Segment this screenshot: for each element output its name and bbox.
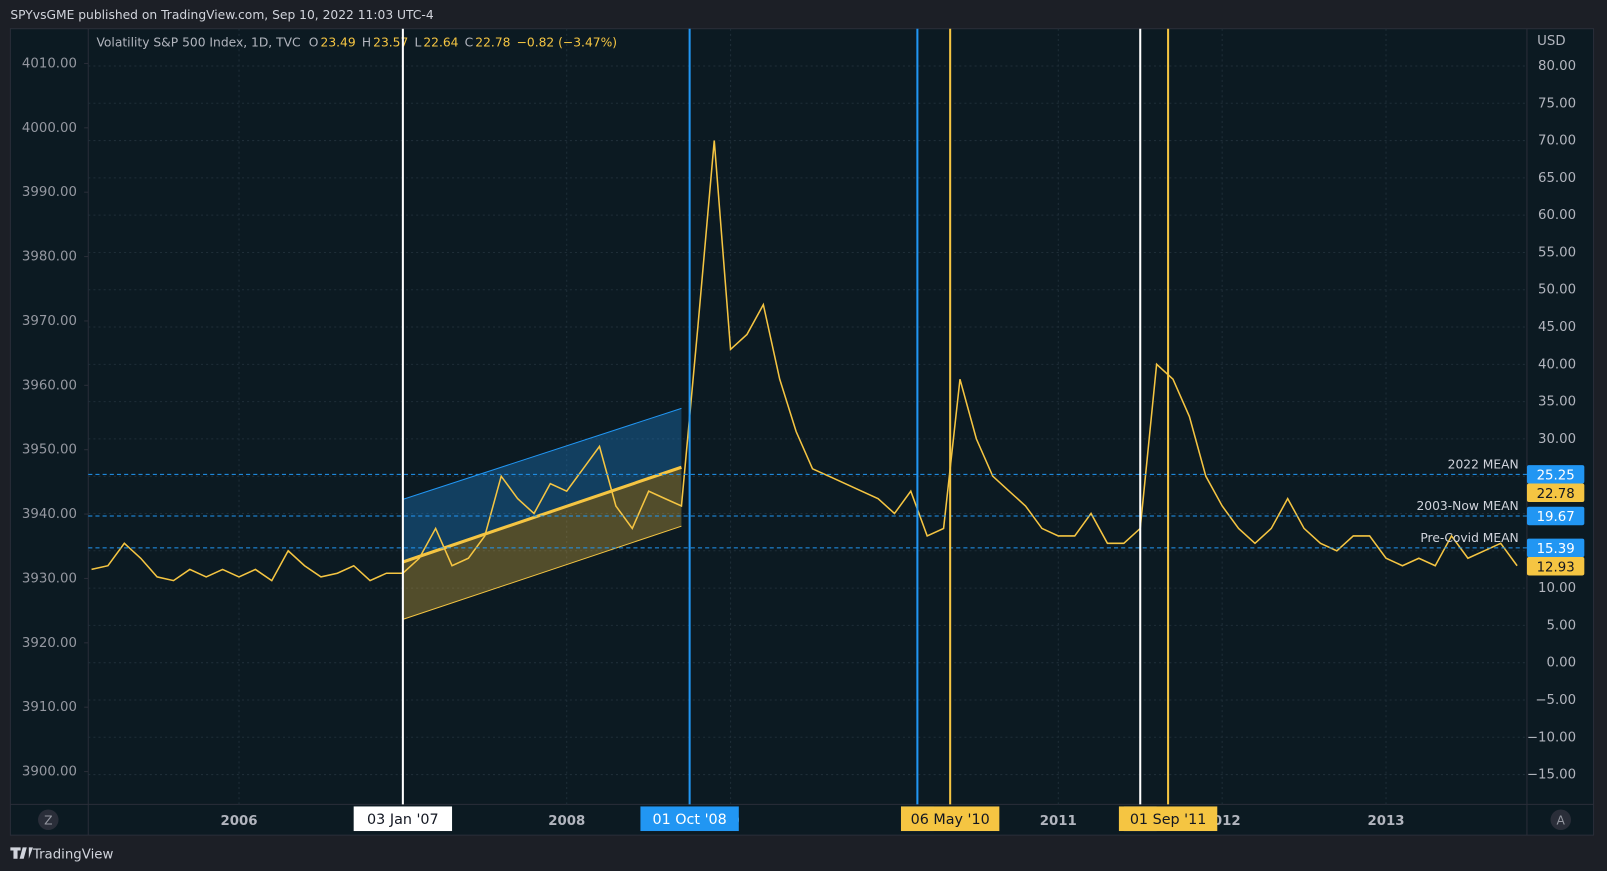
price-label-box bbox=[1526, 506, 1585, 526]
currency: USD bbox=[1537, 34, 1565, 49]
channel-upper-fill bbox=[402, 408, 682, 562]
change: −0.82 (−3.47%) bbox=[517, 36, 617, 50]
y2-tick-label: 3960.00 bbox=[22, 378, 77, 393]
y2-tick-label: 3930.00 bbox=[22, 571, 77, 586]
mean-label: Pre-Covid MEAN bbox=[1420, 531, 1518, 545]
y2-tick-label: 3920.00 bbox=[22, 636, 77, 651]
date-label-box bbox=[353, 806, 453, 832]
a-button-label[interactable]: A bbox=[1557, 813, 1566, 827]
price-label-box bbox=[1526, 483, 1585, 502]
y-tick-label: 70.00 bbox=[1538, 134, 1576, 149]
y2-tick-label: 4000.00 bbox=[22, 121, 77, 136]
y2-tick-label: 3940.00 bbox=[22, 507, 77, 522]
y-tick-label: 45.00 bbox=[1538, 320, 1576, 335]
mean-label: 2003-Now MEAN bbox=[1416, 499, 1518, 513]
y-tick-label: 10.00 bbox=[1538, 581, 1576, 596]
publisher: SPYvsGME published on TradingView.com, S… bbox=[10, 8, 433, 22]
z-button[interactable] bbox=[38, 809, 59, 831]
y2-tick-label: 3980.00 bbox=[22, 250, 77, 265]
x-tick-label: 2006 bbox=[220, 814, 257, 829]
date-label: 06 May '10 bbox=[911, 812, 990, 828]
price-label: 25.25 bbox=[1537, 468, 1575, 483]
y2-tick-label: 4010.00 bbox=[22, 56, 77, 71]
date-label: 01 Sep '11 bbox=[1130, 812, 1207, 828]
channel-upper bbox=[402, 407, 682, 500]
y-tick-label: 50.00 bbox=[1538, 283, 1576, 298]
y-tick-label: 80.00 bbox=[1538, 59, 1576, 74]
ohlc-label: L bbox=[414, 36, 421, 50]
y2-tick-label: 3900.00 bbox=[22, 765, 77, 780]
x-tick-label: 2013 bbox=[1367, 814, 1404, 829]
y-tick-label: −5.00 bbox=[1535, 693, 1576, 708]
x-tick-label: 2011 bbox=[1040, 814, 1077, 829]
date-label-box bbox=[900, 806, 1000, 832]
y2-tick-label: 3910.00 bbox=[22, 700, 77, 715]
z-button-label[interactable]: Z bbox=[44, 813, 52, 827]
y-tick-label: −15.00 bbox=[1527, 768, 1576, 783]
y-tick-label: 30.00 bbox=[1538, 432, 1576, 447]
a-button[interactable] bbox=[1550, 809, 1572, 831]
ohlc-label: C bbox=[465, 36, 474, 50]
channel-lower-fill bbox=[402, 467, 682, 620]
y2-tick-label: 3950.00 bbox=[22, 443, 77, 458]
y-tick-label: 35.00 bbox=[1538, 395, 1576, 410]
date-label: 01 Oct '08 bbox=[652, 812, 726, 828]
ohlc-value: 22.78 bbox=[475, 36, 510, 50]
y-tick-label: 55.00 bbox=[1538, 245, 1576, 260]
date-label: 03 Jan '07 bbox=[367, 812, 439, 828]
date-label-box bbox=[1118, 806, 1218, 832]
ohlc-value: 23.49 bbox=[321, 36, 356, 50]
mean-label: 2022 MEAN bbox=[1448, 458, 1519, 472]
y-tick-label: 5.00 bbox=[1546, 618, 1576, 633]
date-label-box bbox=[640, 806, 739, 832]
ohlc-value: 22.64 bbox=[423, 36, 458, 50]
y-tick-label: −10.00 bbox=[1527, 730, 1576, 745]
ohlc-label: O bbox=[309, 36, 319, 50]
price-label-box bbox=[1526, 465, 1585, 484]
price-label-box bbox=[1526, 538, 1585, 558]
price-label: 22.78 bbox=[1537, 487, 1575, 502]
y-tick-label: 65.00 bbox=[1538, 171, 1576, 186]
price-label: 12.93 bbox=[1537, 560, 1575, 575]
y2-tick-label: 3990.00 bbox=[22, 185, 77, 200]
legend-title: Volatility S&P 500 Index, 1D, TVC bbox=[96, 36, 300, 50]
legend: Volatility S&P 500 Index, 1D, TVC O 23.49… bbox=[96, 36, 617, 50]
price-label: 19.67 bbox=[1537, 510, 1575, 525]
ohlc-value: 23.57 bbox=[373, 36, 408, 50]
x-tick-label: 2008 bbox=[548, 814, 585, 829]
y-tick-label: 60.00 bbox=[1538, 208, 1576, 223]
channel-lower bbox=[402, 525, 682, 620]
series-line bbox=[91, 140, 1518, 582]
brand: TradingView bbox=[32, 848, 114, 863]
price-label-box bbox=[1526, 557, 1585, 576]
brand-logo bbox=[10, 847, 33, 859]
ohlc-label: H bbox=[362, 36, 371, 50]
y-tick-label: 75.00 bbox=[1538, 96, 1576, 111]
y-tick-label: 40.00 bbox=[1538, 357, 1576, 372]
chart-pane bbox=[9, 28, 1595, 836]
y2-tick-label: 3970.00 bbox=[22, 314, 77, 329]
y-tick-label: 0.00 bbox=[1546, 656, 1576, 671]
channel-middle bbox=[402, 465, 682, 564]
price-label: 15.39 bbox=[1537, 542, 1575, 557]
